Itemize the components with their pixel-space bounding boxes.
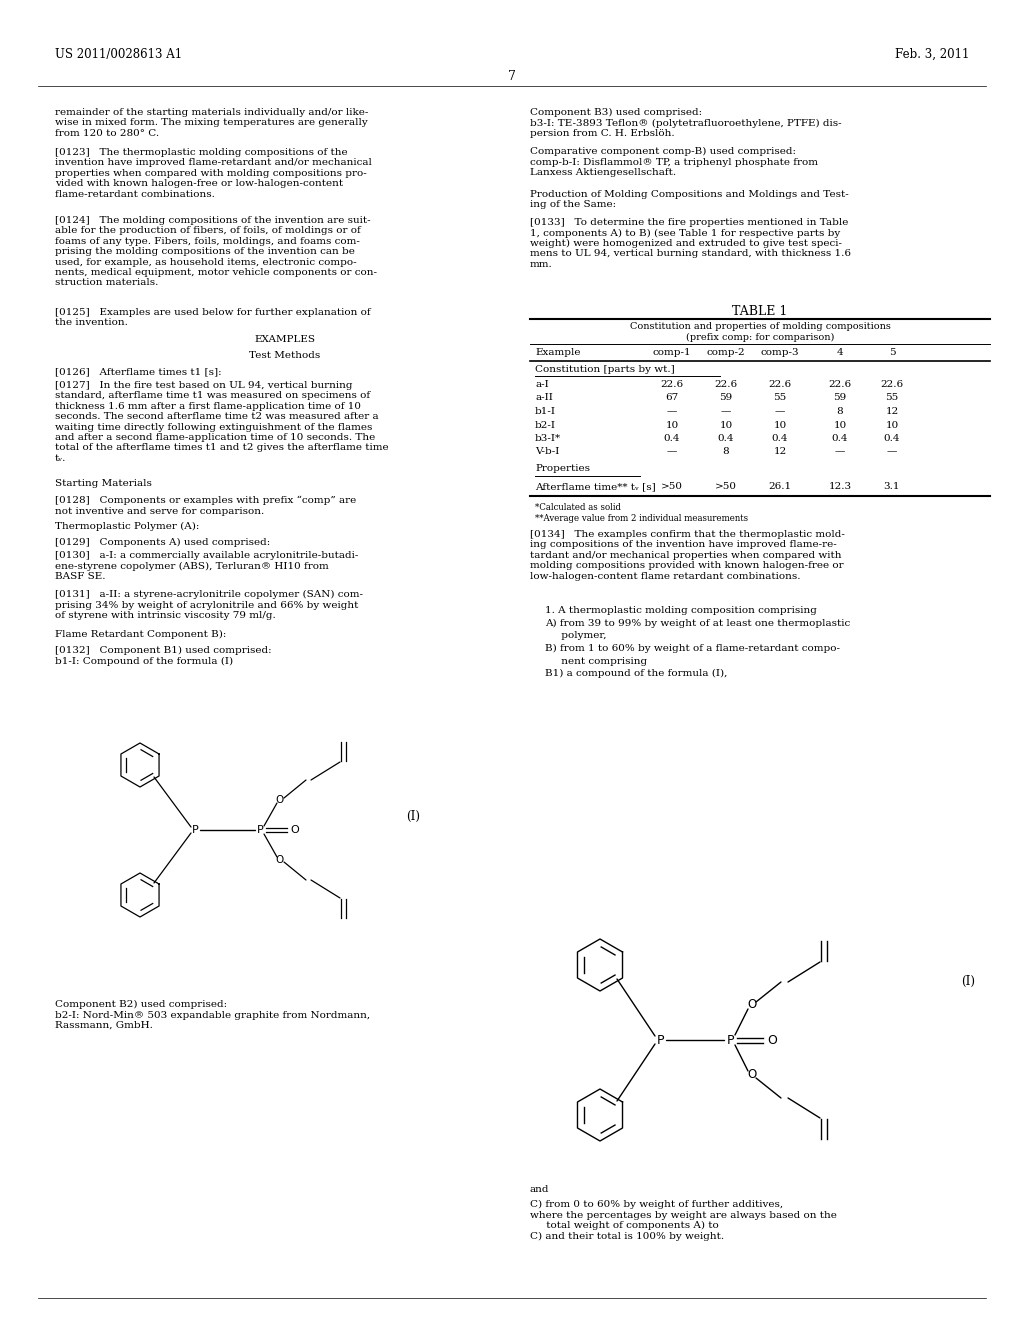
- Text: polymer,: polymer,: [545, 631, 606, 640]
- Text: >50: >50: [715, 482, 737, 491]
- Text: C) from 0 to 60% by weight of further additives,
where the percentages by weight: C) from 0 to 60% by weight of further ad…: [530, 1200, 837, 1241]
- Text: Starting Materials: Starting Materials: [55, 479, 152, 488]
- Text: O: O: [291, 825, 299, 836]
- Text: Production of Molding Compositions and Moldings and Test-
ing of the Same:: Production of Molding Compositions and M…: [530, 190, 849, 210]
- Text: Comparative component comp-B) used comprised:
comp-b-I: Disflammol® TP, a triphe: Comparative component comp-B) used compr…: [530, 147, 818, 177]
- Text: [0131]   a-II: a styrene-acrylonitrile copolymer (SAN) com-
prising 34% by weigh: [0131] a-II: a styrene-acrylonitrile cop…: [55, 590, 362, 620]
- Text: 59: 59: [720, 393, 732, 403]
- Text: 26.1: 26.1: [768, 482, 792, 491]
- Text: 12.3: 12.3: [828, 482, 852, 491]
- Text: Component B3) used comprised:
b3-I: TE-3893 Teflon® (polytetrafluoroethylene, PT: Component B3) used comprised: b3-I: TE-3…: [530, 108, 842, 139]
- Text: O: O: [275, 855, 284, 865]
- Text: —: —: [667, 407, 677, 416]
- Text: O: O: [275, 795, 284, 805]
- Text: 1. A thermoplastic molding composition comprising: 1. A thermoplastic molding composition c…: [545, 606, 817, 615]
- Text: b3-I*: b3-I*: [535, 434, 561, 444]
- Text: 67: 67: [666, 393, 679, 403]
- Text: A) from 39 to 99% by weight of at least one thermoplastic: A) from 39 to 99% by weight of at least …: [545, 619, 850, 628]
- Text: 55: 55: [886, 393, 899, 403]
- Text: —: —: [775, 407, 785, 416]
- Text: 0.4: 0.4: [831, 434, 848, 444]
- Text: [0133]   To determine the fire properties mentioned in Table
1, components A) to: [0133] To determine the fire properties …: [530, 218, 851, 269]
- Text: Constitution and properties of molding compositions
(prefix comp: for comparison: Constitution and properties of molding c…: [630, 322, 891, 342]
- Text: [0125]   Examples are used below for further explanation of
the invention.: [0125] Examples are used below for furth…: [55, 308, 371, 327]
- Text: Constitution [parts by wt.]: Constitution [parts by wt.]: [535, 366, 675, 374]
- Text: 3.1: 3.1: [884, 482, 900, 491]
- Text: —: —: [835, 447, 845, 457]
- Text: —: —: [667, 447, 677, 457]
- Text: Feb. 3, 2011: Feb. 3, 2011: [895, 48, 969, 61]
- Text: **Average value from 2 individual measurements: **Average value from 2 individual measur…: [535, 513, 749, 523]
- Text: P: P: [726, 1034, 734, 1047]
- Text: [0124]   The molding compositions of the invention are suit-
able for the produc: [0124] The molding compositions of the i…: [55, 216, 377, 288]
- Text: Example: Example: [535, 348, 581, 356]
- Text: 55: 55: [773, 393, 786, 403]
- Text: 10: 10: [834, 421, 847, 429]
- Text: Component B2) used comprised:
b2-I: Nord-Min® 503 expandable graphite from Nordm: Component B2) used comprised: b2-I: Nord…: [55, 1001, 370, 1030]
- Text: 22.6: 22.6: [828, 380, 852, 389]
- Text: 22.6: 22.6: [881, 380, 903, 389]
- Text: O: O: [748, 1068, 757, 1081]
- Text: 0.4: 0.4: [884, 434, 900, 444]
- Text: P: P: [257, 825, 263, 836]
- Text: O: O: [748, 998, 757, 1011]
- Text: 7: 7: [508, 70, 516, 83]
- Text: 10: 10: [720, 421, 732, 429]
- Text: 10: 10: [773, 421, 786, 429]
- Text: and: and: [530, 1185, 550, 1195]
- Text: [0134]   The examples confirm that the thermoplastic mold-
ing compositions of t: [0134] The examples confirm that the the…: [530, 531, 845, 581]
- Text: O: O: [767, 1034, 777, 1047]
- Text: Thermoplastic Polymer (A):: Thermoplastic Polymer (A):: [55, 521, 200, 531]
- Text: 59: 59: [834, 393, 847, 403]
- Text: US 2011/0028613 A1: US 2011/0028613 A1: [55, 48, 182, 61]
- Text: 10: 10: [666, 421, 679, 429]
- Text: 0.4: 0.4: [718, 434, 734, 444]
- Text: [0128]   Components or examples with prefix “comp” are
not inventive and serve f: [0128] Components or examples with prefi…: [55, 496, 356, 516]
- Text: Flame Retardant Component B):: Flame Retardant Component B):: [55, 630, 226, 639]
- Text: Properties: Properties: [535, 465, 590, 473]
- Text: TABLE 1: TABLE 1: [732, 305, 787, 318]
- Text: Test Methods: Test Methods: [250, 351, 321, 360]
- Text: 22.6: 22.6: [660, 380, 684, 389]
- Text: 12: 12: [773, 447, 786, 457]
- Text: B1) a compound of the formula (I),: B1) a compound of the formula (I),: [545, 669, 727, 678]
- Text: 5: 5: [889, 348, 895, 356]
- Text: V-b-I: V-b-I: [535, 447, 559, 457]
- Text: 8: 8: [723, 447, 729, 457]
- Text: remainder of the starting materials individually and/or like-
wise in mixed form: remainder of the starting materials indi…: [55, 108, 369, 137]
- Text: [0126]   Afterflame times t1 [s]:: [0126] Afterflame times t1 [s]:: [55, 367, 221, 376]
- Text: comp-2: comp-2: [707, 348, 745, 356]
- Text: (I): (I): [406, 810, 420, 822]
- Text: a-I: a-I: [535, 380, 549, 389]
- Text: [0123]   The thermoplastic molding compositions of the
invention have improved f: [0123] The thermoplastic molding composi…: [55, 148, 372, 198]
- Text: 12: 12: [886, 407, 899, 416]
- Text: [0130]   a-I: a commercially available acrylonitrile-butadi-
ene-styrene copolym: [0130] a-I: a commercially available acr…: [55, 550, 358, 581]
- Text: P: P: [656, 1034, 664, 1047]
- Text: 22.6: 22.6: [715, 380, 737, 389]
- Text: B) from 1 to 60% by weight of a flame-retardant compo-: B) from 1 to 60% by weight of a flame-re…: [545, 644, 840, 653]
- Text: EXAMPLES: EXAMPLES: [255, 335, 315, 345]
- Text: >50: >50: [662, 482, 683, 491]
- Text: 8: 8: [837, 407, 844, 416]
- Text: 4: 4: [837, 348, 844, 356]
- Text: *Calculated as solid: *Calculated as solid: [535, 503, 621, 512]
- Text: comp-3: comp-3: [761, 348, 800, 356]
- Text: b1-I: b1-I: [535, 407, 556, 416]
- Text: Afterflame time** tᵥ [s]: Afterflame time** tᵥ [s]: [535, 482, 655, 491]
- Text: 22.6: 22.6: [768, 380, 792, 389]
- Text: —: —: [721, 407, 731, 416]
- Text: [0129]   Components A) used comprised:: [0129] Components A) used comprised:: [55, 539, 270, 546]
- Text: —: —: [887, 447, 897, 457]
- Text: a-II: a-II: [535, 393, 553, 403]
- Text: P: P: [191, 825, 199, 836]
- Text: 0.4: 0.4: [772, 434, 788, 444]
- Text: [0132]   Component B1) used comprised:
b1-I: Compound of the formula (I): [0132] Component B1) used comprised: b1-…: [55, 645, 271, 665]
- Text: 0.4: 0.4: [664, 434, 680, 444]
- Text: [0127]   In the fire test based on UL 94, vertical burning
standard, afterflame : [0127] In the fire test based on UL 94, …: [55, 381, 389, 463]
- Text: 10: 10: [886, 421, 899, 429]
- Text: comp-1: comp-1: [652, 348, 691, 356]
- Text: b2-I: b2-I: [535, 421, 556, 429]
- Text: (I): (I): [961, 975, 975, 987]
- Text: nent comprising: nent comprising: [545, 656, 647, 665]
